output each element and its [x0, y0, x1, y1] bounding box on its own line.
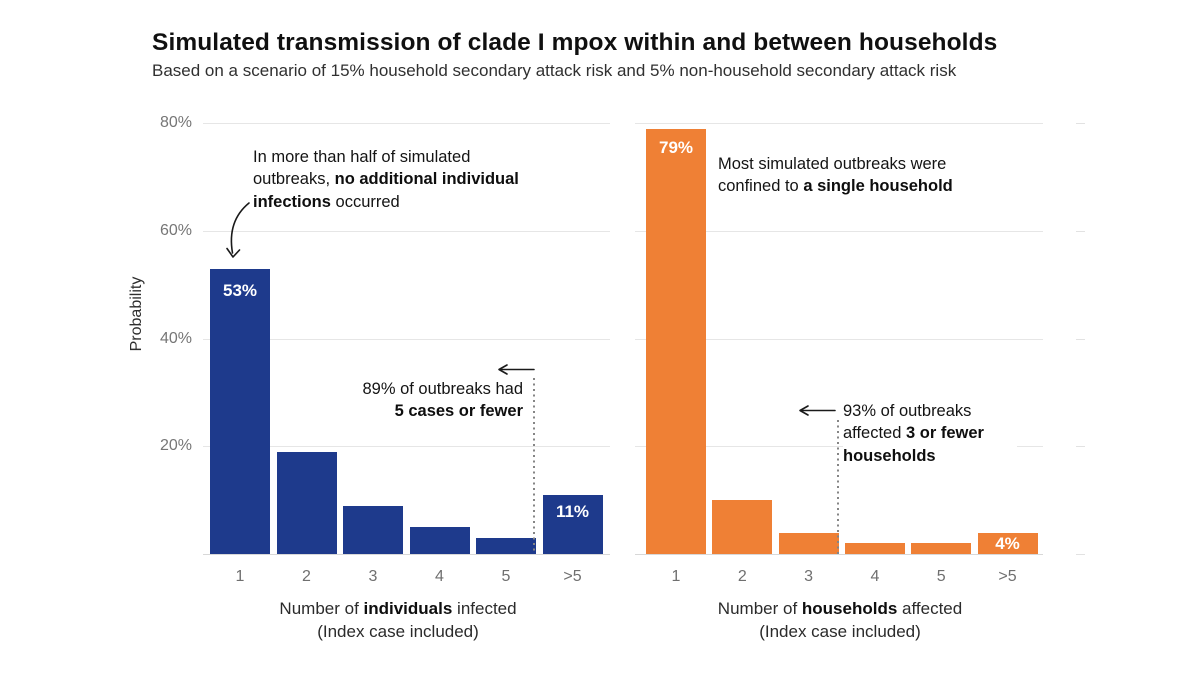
bar-4 [409, 527, 470, 554]
x-tick-label: 5 [501, 568, 511, 585]
y-tick-label: 80% [159, 114, 192, 132]
annotation-93pct-three-or-fewer: 93% of outbreaks affected 3 or fewer house… [843, 400, 1017, 467]
left-arrowhead-cases-icon [498, 364, 508, 375]
x-tick-label: 2 [302, 568, 311, 585]
x-axis-line [203, 554, 610, 555]
bar-1 [210, 268, 270, 554]
page-subtitle: Based on a scenario of 15% household sec… [152, 61, 957, 80]
bar-3 [778, 532, 839, 554]
bar-5 [476, 537, 536, 554]
right-axis-tick [1076, 230, 1085, 232]
right-axis-tick [1076, 554, 1085, 555]
x-axis-caption: Number of individuals infected (Index cas… [279, 599, 517, 641]
gridline-40pct [203, 338, 610, 340]
x-tick-label: 1 [671, 568, 681, 585]
x-tick-label: 4 [435, 568, 444, 585]
curved-arrow-to-first-bar [230, 202, 250, 254]
gridline-20pct [203, 446, 610, 448]
y-tick-label: 60% [159, 221, 192, 239]
page-title: Simulated transmission of clade I mpox w… [152, 29, 998, 56]
x-tick-label: 4 [870, 568, 880, 585]
x-tick-label: 2 [737, 568, 747, 585]
gridline-60pct [203, 230, 610, 232]
x-tick-label: >5 [998, 568, 1017, 585]
bar-2 [712, 500, 773, 554]
bar->5 [542, 494, 603, 554]
bar-3 [343, 505, 403, 554]
annotation-89pct-five-or-fewer: 89% of outbreaks had 5 cases or fewer [362, 380, 523, 421]
bar->5 [977, 532, 1038, 554]
x-axis-caption: Number of households affected (Index case… [717, 599, 963, 641]
x-tick-label: >5 [563, 568, 582, 585]
right-axis-tick [1076, 446, 1085, 448]
gridline-60pct [635, 230, 1043, 232]
bar-4 [844, 543, 905, 554]
bar-5 [911, 543, 972, 554]
x-tick-label: 1 [235, 568, 245, 585]
bar-value-label: 11% [555, 501, 590, 521]
right-axis-tick [1076, 338, 1085, 340]
threshold-line-households [837, 420, 839, 554]
threshold-line-individuals [533, 378, 535, 554]
gridline-80pct [203, 123, 610, 125]
right-axis-tick [1076, 123, 1085, 125]
annotation-no-additional-infections: In more than half of simulated outbreaks,… [253, 148, 519, 211]
y-tick-label: 20% [159, 437, 192, 455]
x-tick-label: 5 [936, 568, 946, 585]
bar-value-label: 79% [658, 137, 694, 157]
x-tick-label: 3 [804, 568, 814, 585]
bar-2 [276, 451, 337, 554]
bar-value-label: 53% [222, 280, 258, 300]
curved-arrowhead-icon [226, 247, 241, 258]
y-axis-title: Probability [128, 276, 145, 352]
x-tick-label: 3 [368, 568, 378, 585]
bar-1 [646, 128, 706, 554]
x-axis-line [635, 554, 1043, 555]
y-tick-label: 40% [159, 329, 192, 347]
left-arrowhead-households-icon [799, 405, 809, 416]
annotation-single-household: Most simulated outbreaks were confined to… [718, 155, 953, 196]
gridline-80pct [635, 123, 1043, 125]
gridline-40pct [635, 338, 1043, 340]
bar-value-label: 4% [995, 533, 1020, 553]
gridline-20pct [635, 446, 1043, 448]
